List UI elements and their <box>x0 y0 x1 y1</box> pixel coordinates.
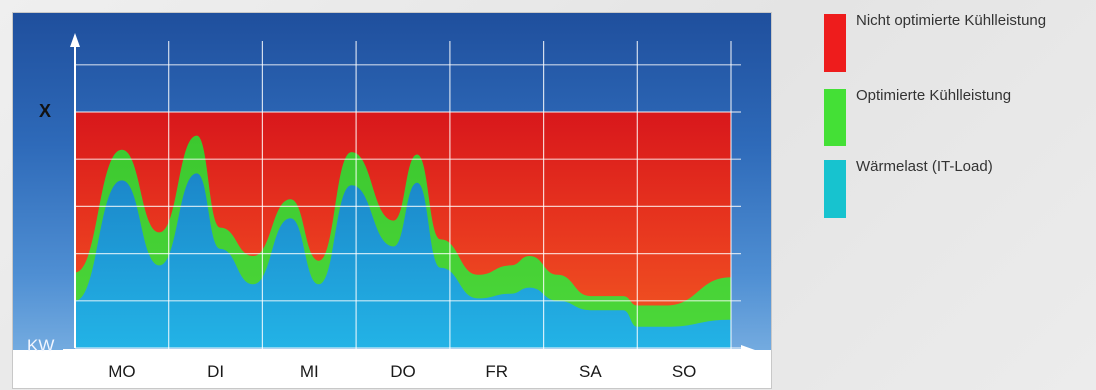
legend-item-waermelast: Wärmelast (IT-Load) <box>824 158 1096 218</box>
legend-item-nicht-optimiert: Nicht optimierte Kühlleistung <box>824 12 1096 72</box>
x-tick-label-do: DO <box>390 362 416 381</box>
x-axis-arrow <box>741 345 755 355</box>
y-axis-arrow <box>70 33 80 47</box>
x-tick-labels: MO DI MI DO FR SA SO <box>108 362 696 381</box>
x-tick-label-so: SO <box>672 362 697 381</box>
legend-swatch-green <box>824 89 846 146</box>
legend-label: Nicht optimierte Kühlleistung <box>856 12 1047 29</box>
x-tick-label-di: DI <box>207 362 224 381</box>
y-axis-unit-label: KW <box>27 336 54 355</box>
legend-item-optimiert: Optimierte Kühlleistung <box>824 87 1096 146</box>
series-area-waermelast <box>75 173 731 348</box>
x-tick-label-sa: SA <box>579 362 602 381</box>
x-tick-label-mi: MI <box>300 362 319 381</box>
legend-swatch-red <box>824 14 846 72</box>
x-axis-band <box>13 350 771 388</box>
chart-panel: X KW MO DI MI DO FR SA SO <box>12 12 772 389</box>
grid-lines <box>75 41 741 385</box>
x-tick-label-mo: MO <box>108 362 135 381</box>
area-chart: X KW MO DI MI DO FR SA SO <box>13 33 771 388</box>
x-tick-label-fr: FR <box>485 362 508 381</box>
legend-label: Optimierte Kühlleistung <box>856 87 1012 104</box>
legend-label: Wärmelast (IT-Load) <box>856 158 993 175</box>
legend-swatch-cyan <box>824 160 846 218</box>
y-tick-label-x: X <box>39 101 51 121</box>
